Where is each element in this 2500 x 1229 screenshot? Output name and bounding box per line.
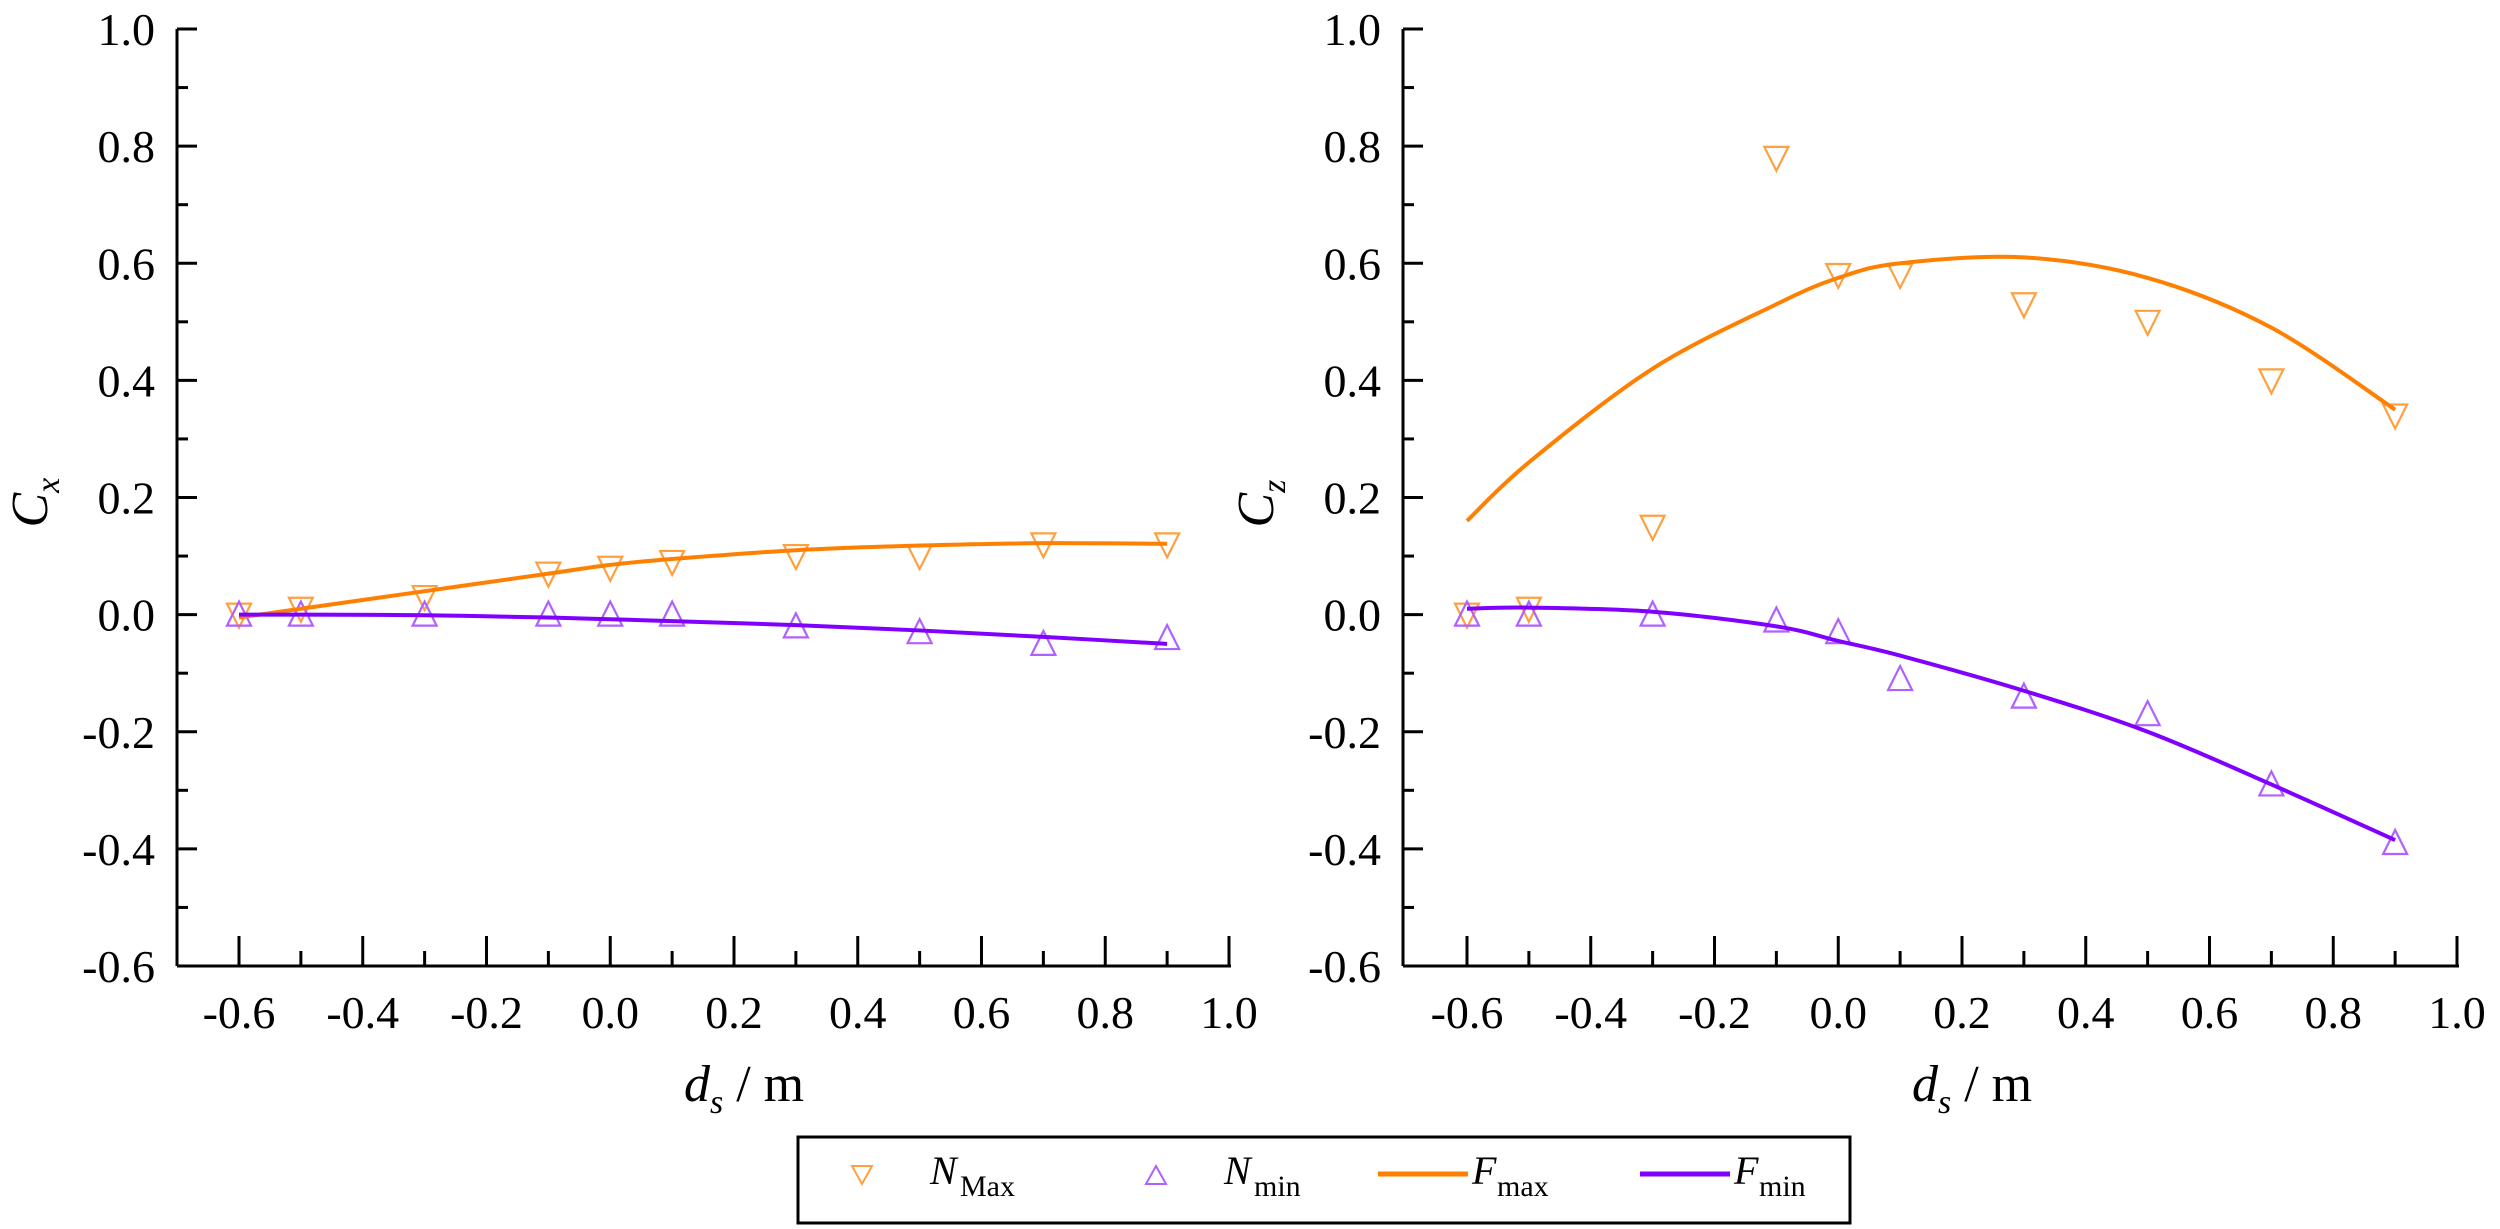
triangle-down-icon (2257, 368, 2286, 396)
fit-line-min (238, 612, 1168, 646)
y-tick-label: 0.4 (1324, 355, 1382, 406)
x-tick-label: 0.2 (1933, 987, 1991, 1038)
y-tick-label: 0.2 (1324, 473, 1382, 524)
legend-sublabel: min (1254, 1170, 1301, 1203)
triangle-up-icon (2010, 681, 2038, 709)
y-tick-label: 0.8 (1324, 121, 1382, 172)
legend: N Max N min F max F min (796, 1135, 1852, 1225)
x-tick-label: 0.0 (1810, 987, 1868, 1038)
triangle-up-icon (1453, 599, 1481, 627)
legend-sublabel: Max (960, 1170, 1015, 1203)
y-tick-label: 0.2 (98, 473, 156, 524)
x-axis-label: ds / m (1912, 1056, 2032, 1121)
triangle-down-icon (850, 1165, 874, 1187)
x-tick-label: 0.4 (829, 987, 887, 1038)
triangle-down-icon (1762, 145, 1791, 174)
fit-line-min (1466, 605, 2396, 842)
triangle-down-icon (782, 543, 810, 572)
legend-box (796, 1135, 1852, 1225)
y-tick-label: 0.6 (1324, 238, 1382, 289)
y-tick-label: -0.6 (1308, 941, 1381, 992)
y-tick-label: 0.6 (98, 238, 156, 289)
x-tick-label: 0.6 (953, 987, 1011, 1038)
x-tick-label: 0.4 (2057, 987, 2115, 1038)
chart-cx: 1.0 0.8 0.6 0.4 0.2 0.0 -0.2 -0.4 -0.6 -0.6 -0.4 -0… (2, 4, 1258, 1121)
y-tick-label: -0.4 (1308, 824, 1381, 875)
triangle-down-icon (1886, 262, 1914, 291)
triangle-up-icon (1144, 1163, 1168, 1185)
triangle-down-icon (2133, 309, 2162, 338)
legend-sublabel: min (1759, 1170, 1806, 1203)
x-tick-label: 0.8 (1077, 987, 1135, 1038)
legend-label: F (1471, 1148, 1497, 1193)
triangle-down-icon (2010, 292, 2038, 320)
y-axis-label: Cz (1228, 480, 1293, 528)
x-tick-label: -0.6 (203, 987, 276, 1038)
y-tick-label: 1.0 (1324, 4, 1382, 55)
x-tick-label: 1.0 (1200, 987, 1258, 1038)
y-axis-label: Cx (2, 478, 67, 528)
legend-item-f-max: F max (1378, 1148, 1549, 1203)
fit-line-max (238, 541, 1168, 620)
x-tick-label: 0.6 (2181, 987, 2239, 1038)
triangle-up-icon (2381, 827, 2409, 856)
x-tick-label: 0.0 (582, 987, 640, 1038)
y-tick-label: 0.0 (1324, 590, 1382, 641)
triangle-down-icon (410, 584, 439, 613)
triangle-down-icon (1029, 532, 1058, 560)
legend-item-n-max: N Max (850, 1148, 1015, 1203)
triangle-down-icon (658, 549, 686, 578)
y-tick-label: -0.2 (82, 707, 155, 758)
y-tick-label: -0.6 (82, 941, 155, 992)
x-tick-label: 1.0 (2428, 987, 2486, 1038)
triangle-down-icon (1638, 514, 1667, 543)
y-tick-label: 0.8 (98, 121, 156, 172)
y-tick-label: 0.4 (98, 355, 156, 406)
x-tick-label: 0.8 (2305, 987, 2363, 1038)
legend-item-f-min: F min (1640, 1148, 1806, 1203)
legend-item-n-min: N min (1144, 1148, 1301, 1203)
x-axis-label: ds / m (684, 1056, 804, 1121)
fit-line-max (1465, 254, 2397, 523)
y-tick-label: 1.0 (98, 4, 156, 55)
x-tick-label: -0.4 (326, 987, 399, 1038)
x-tick-label: 0.2 (705, 987, 763, 1038)
triangle-up-icon (658, 599, 686, 627)
triangle-up-icon (1824, 616, 1853, 645)
legend-label: F (1733, 1148, 1759, 1193)
y-tick-label: -0.4 (82, 824, 155, 875)
triangle-up-icon (596, 599, 625, 627)
triangle-down-icon (1515, 596, 1543, 625)
triangle-up-icon (1029, 628, 1058, 657)
triangle-up-icon (1515, 599, 1543, 627)
triangle-up-icon (2133, 698, 2162, 727)
chart-cz: 1.0 0.8 0.6 0.4 0.2 0.0 -0.2 -0.4 -0.6 -0.6 -0.4 -0… (1228, 4, 2486, 1121)
triangle-down-icon (905, 543, 934, 572)
legend-label: N (929, 1148, 959, 1193)
legend-sublabel: max (1497, 1170, 1549, 1203)
y-tick-label: -0.2 (1308, 707, 1381, 758)
triangle-up-icon (1762, 605, 1791, 633)
triangle-up-icon (1886, 663, 1914, 692)
x-tick-label: -0.6 (1431, 987, 1504, 1038)
x-tick-label: -0.2 (450, 987, 523, 1038)
legend-label: N (1223, 1148, 1253, 1193)
x-tick-label: -0.2 (1678, 987, 1751, 1038)
triangle-down-icon (2381, 403, 2409, 431)
triangle-up-icon (1153, 622, 1181, 651)
y-tick-label: 0.0 (98, 590, 156, 641)
x-tick-label: -0.4 (1554, 987, 1627, 1038)
triangle-up-icon (534, 599, 563, 627)
triangle-down-icon (596, 555, 625, 584)
